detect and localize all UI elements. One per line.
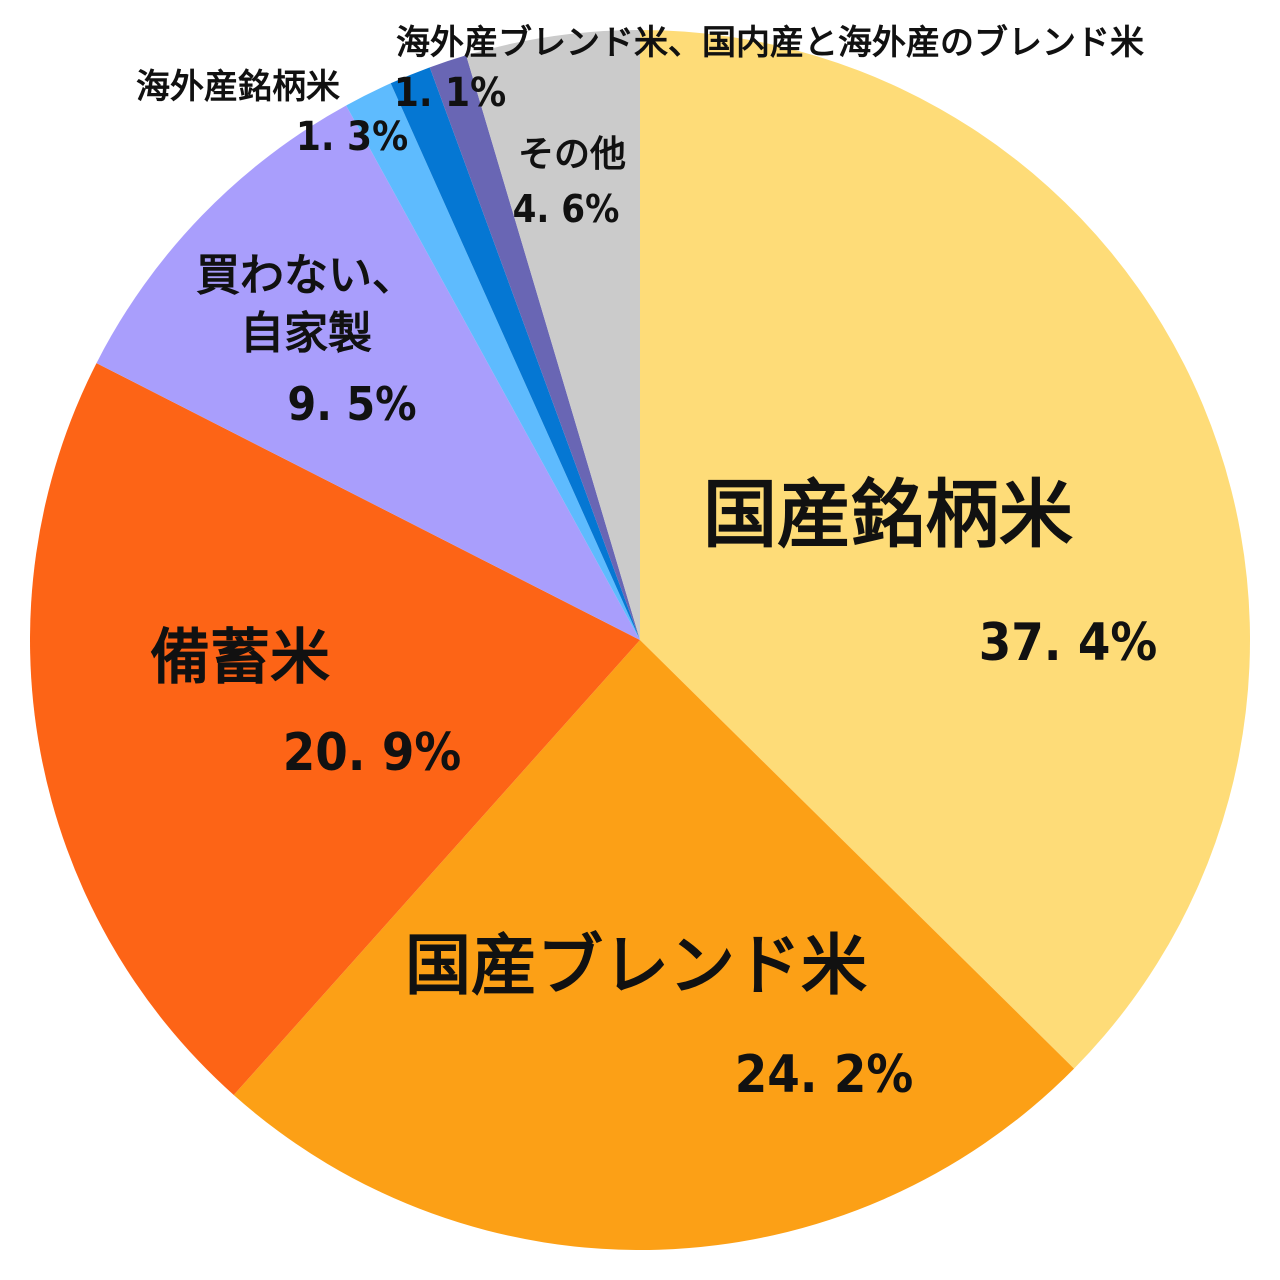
slice-label-1: 国産銘柄米 bbox=[703, 472, 1073, 558]
pie-slice-1 bbox=[640, 29, 1251, 1069]
pie-labels: 国産銘柄米 37. 4% 国産ブレンド米 24. 2% 備蓄米 20. 9% 買わない、自家… bbox=[136, 23, 1157, 1105]
slice-value-3: 20. 9% bbox=[283, 723, 462, 783]
slice-value-6: 1. 1% bbox=[394, 70, 506, 116]
slice-value-5: 1. 3% bbox=[296, 114, 408, 160]
pie-slice-4 bbox=[96, 105, 641, 640]
slice-value-2: 24. 2% bbox=[735, 1045, 914, 1105]
slice-label-8: その他 bbox=[518, 134, 626, 175]
pie-slices bbox=[30, 29, 1251, 1251]
slice-label-6: 海外産ブレンド米、国内産と海外産のブレンド米 bbox=[396, 23, 1144, 63]
slice-label-4-line-2: 自家製 bbox=[240, 308, 372, 359]
slice-label-2: 国産ブレンド米 bbox=[405, 927, 867, 1004]
pie-slice-3 bbox=[30, 363, 640, 1096]
slice-label-3: 備蓄米 bbox=[150, 623, 330, 693]
slice-label-5: 海外産銘柄米 bbox=[136, 67, 340, 107]
slice-value-8: 4. 6% bbox=[513, 187, 620, 231]
pie-slice-5 bbox=[346, 83, 640, 640]
pie-slice-7 bbox=[429, 55, 640, 641]
slice-value-1: 37. 4% bbox=[979, 613, 1158, 673]
pie-slice-2 bbox=[233, 640, 1075, 1251]
slice-label-4-line-1: 買わない、 bbox=[196, 250, 416, 301]
pie-slice-6 bbox=[390, 67, 640, 641]
slice-value-4: 9. 5% bbox=[287, 377, 416, 431]
pie-slice-8 bbox=[466, 30, 640, 640]
